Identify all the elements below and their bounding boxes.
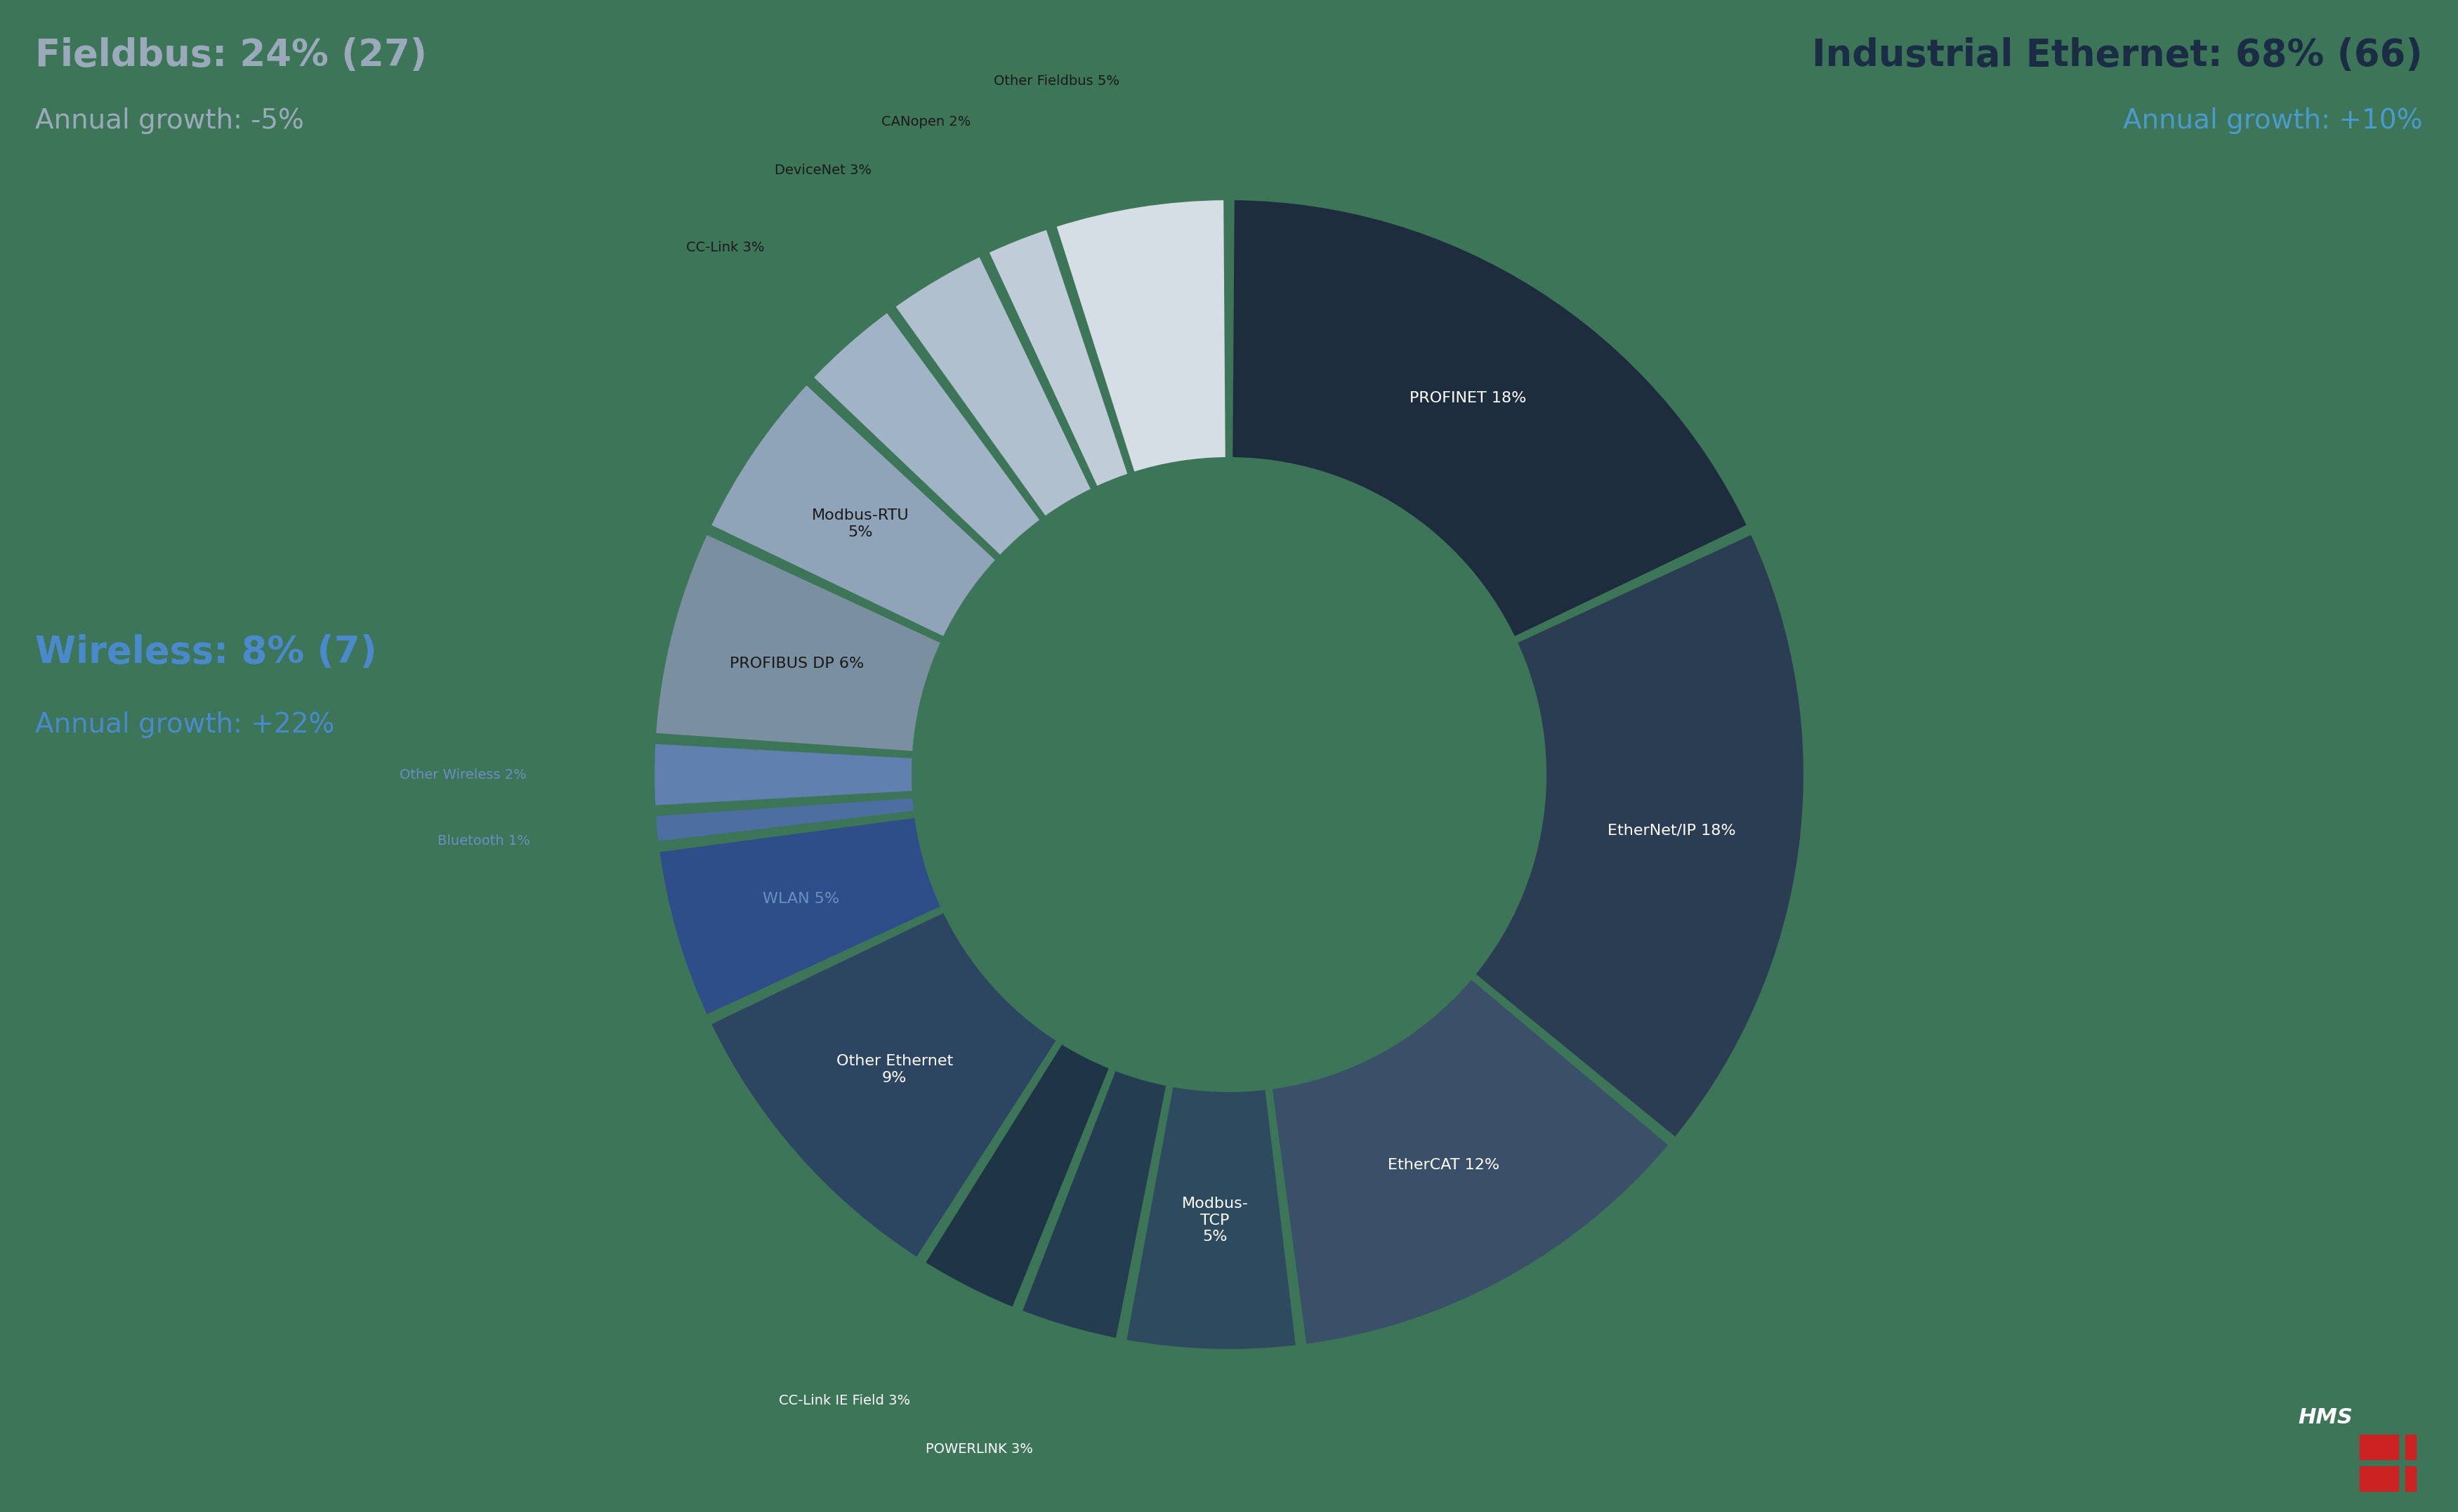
Wedge shape	[1231, 198, 1748, 638]
Text: POWERLINK 3%: POWERLINK 3%	[927, 1442, 1032, 1456]
Text: EtherCAT 12%: EtherCAT 12%	[1389, 1158, 1499, 1172]
Wedge shape	[659, 816, 941, 1016]
Wedge shape	[1126, 1086, 1298, 1350]
Text: Fieldbus: 24% (27): Fieldbus: 24% (27)	[34, 38, 428, 74]
Wedge shape	[988, 228, 1128, 488]
Bar	[2360, 1435, 2399, 1459]
Text: Modbus-RTU
5%: Modbus-RTU 5%	[811, 508, 909, 540]
Text: Other Ethernet
9%: Other Ethernet 9%	[836, 1054, 954, 1084]
Text: CC-Link IE Field 3%: CC-Link IE Field 3%	[779, 1394, 909, 1408]
Text: Bluetooth 1%: Bluetooth 1%	[438, 835, 531, 847]
Bar	[2406, 1467, 2416, 1491]
Text: Annual growth: +10%: Annual growth: +10%	[2124, 107, 2424, 135]
Wedge shape	[924, 1043, 1111, 1308]
Text: WLAN 5%: WLAN 5%	[762, 892, 838, 906]
Text: DeviceNet 3%: DeviceNet 3%	[774, 163, 873, 177]
Wedge shape	[654, 534, 941, 753]
Text: Annual growth: -5%: Annual growth: -5%	[34, 107, 305, 135]
Wedge shape	[895, 256, 1091, 517]
Text: PROFINET 18%: PROFINET 18%	[1408, 392, 1526, 405]
Text: Industrial Ethernet: 68% (66): Industrial Ethernet: 68% (66)	[1812, 38, 2424, 74]
Wedge shape	[1020, 1069, 1168, 1340]
Text: Modbus-
TCP
5%: Modbus- TCP 5%	[1182, 1198, 1249, 1244]
Text: PROFIBUS DP 6%: PROFIBUS DP 6%	[730, 656, 865, 671]
Text: CANopen 2%: CANopen 2%	[880, 115, 971, 129]
Wedge shape	[1475, 534, 1804, 1139]
Wedge shape	[811, 311, 1042, 556]
Text: Other Wireless 2%: Other Wireless 2%	[401, 768, 526, 782]
Text: Annual growth: +22%: Annual growth: +22%	[34, 712, 334, 738]
Text: EtherNet/IP 18%: EtherNet/IP 18%	[1608, 824, 1735, 838]
Wedge shape	[654, 742, 914, 807]
Wedge shape	[1271, 978, 1669, 1346]
Text: Wireless: 8% (7): Wireless: 8% (7)	[34, 634, 376, 671]
Bar	[2360, 1467, 2399, 1491]
Wedge shape	[1054, 198, 1227, 473]
Text: HMS: HMS	[2298, 1408, 2352, 1427]
Text: Other Fieldbus 5%: Other Fieldbus 5%	[993, 74, 1118, 88]
Wedge shape	[710, 912, 1057, 1258]
Wedge shape	[654, 797, 914, 842]
Text: CC-Link 3%: CC-Link 3%	[686, 240, 764, 254]
Bar	[2406, 1435, 2416, 1459]
Wedge shape	[710, 384, 998, 638]
